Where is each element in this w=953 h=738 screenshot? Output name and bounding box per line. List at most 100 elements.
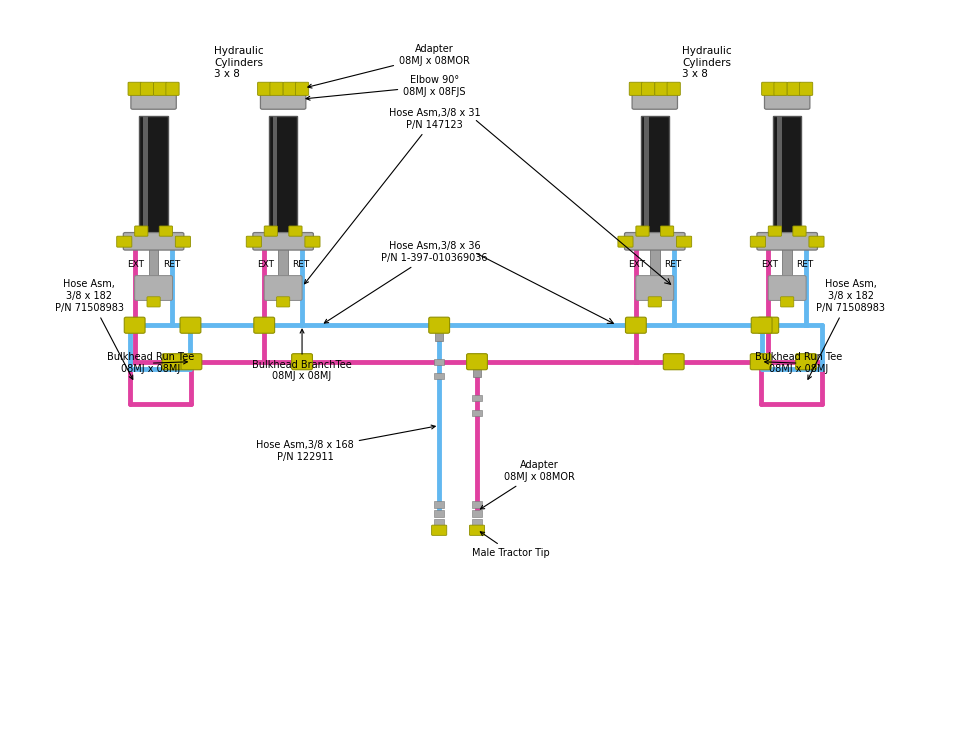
FancyBboxPatch shape <box>295 82 309 95</box>
Text: Elbow 90°
08MJ x 08FJS: Elbow 90° 08MJ x 08FJS <box>306 75 465 100</box>
FancyBboxPatch shape <box>625 317 645 334</box>
FancyBboxPatch shape <box>276 297 290 307</box>
Bar <box>473 368 480 377</box>
Bar <box>472 410 481 415</box>
FancyBboxPatch shape <box>162 354 183 370</box>
FancyBboxPatch shape <box>636 275 673 300</box>
Text: Bulkhead BranchTee
08MJ x 08MJ: Bulkhead BranchTee 08MJ x 08MJ <box>252 329 352 382</box>
FancyBboxPatch shape <box>175 236 191 247</box>
FancyBboxPatch shape <box>270 82 283 95</box>
FancyBboxPatch shape <box>153 82 167 95</box>
Bar <box>472 501 481 508</box>
FancyBboxPatch shape <box>123 232 184 250</box>
Text: EXT: EXT <box>760 260 777 269</box>
Text: Male Tractor Tip: Male Tractor Tip <box>472 532 549 558</box>
FancyBboxPatch shape <box>659 226 673 236</box>
FancyBboxPatch shape <box>292 354 313 370</box>
FancyBboxPatch shape <box>786 82 800 95</box>
FancyBboxPatch shape <box>624 232 684 250</box>
FancyBboxPatch shape <box>632 90 677 109</box>
FancyBboxPatch shape <box>757 317 778 334</box>
Bar <box>434 373 443 379</box>
FancyBboxPatch shape <box>147 297 160 307</box>
FancyBboxPatch shape <box>134 226 148 236</box>
Bar <box>772 116 801 244</box>
FancyBboxPatch shape <box>763 90 809 109</box>
Text: Hose Asm,3/8 x 36
P/N 1-397-010369036: Hose Asm,3/8 x 36 P/N 1-397-010369036 <box>324 241 487 323</box>
FancyBboxPatch shape <box>428 317 449 334</box>
FancyBboxPatch shape <box>767 275 805 300</box>
Text: Hose Asm,
3/8 x 182
P/N 71508983: Hose Asm, 3/8 x 182 P/N 71508983 <box>54 280 132 379</box>
Text: Adapter
08MJ x 08MOR: Adapter 08MJ x 08MOR <box>480 461 575 509</box>
FancyBboxPatch shape <box>662 354 683 370</box>
Text: Hose Asm,
3/8 x 182
P/N 71508983: Hose Asm, 3/8 x 182 P/N 71508983 <box>807 280 884 379</box>
Text: Hose Asm,3/8 x 168
P/N 122911: Hose Asm,3/8 x 168 P/N 122911 <box>255 425 435 461</box>
FancyBboxPatch shape <box>283 82 296 95</box>
FancyBboxPatch shape <box>140 82 153 95</box>
FancyBboxPatch shape <box>773 82 786 95</box>
FancyBboxPatch shape <box>124 317 145 334</box>
FancyBboxPatch shape <box>795 354 816 370</box>
Bar <box>472 519 481 526</box>
FancyBboxPatch shape <box>469 525 484 535</box>
FancyBboxPatch shape <box>640 82 654 95</box>
FancyBboxPatch shape <box>134 275 172 300</box>
Bar <box>278 244 288 277</box>
Bar <box>472 510 481 517</box>
Text: EXT: EXT <box>628 260 644 269</box>
FancyBboxPatch shape <box>760 82 774 95</box>
Bar <box>434 359 443 365</box>
FancyBboxPatch shape <box>808 236 823 247</box>
Bar <box>273 116 277 244</box>
FancyBboxPatch shape <box>166 82 179 95</box>
Text: Adapter
08MJ x 08MOR: Adapter 08MJ x 08MOR <box>308 44 470 88</box>
FancyBboxPatch shape <box>749 354 770 370</box>
FancyBboxPatch shape <box>289 226 302 236</box>
FancyBboxPatch shape <box>260 90 306 109</box>
Text: Bulkhead Run Tee
08MJ x 08MJ: Bulkhead Run Tee 08MJ x 08MJ <box>107 352 194 374</box>
FancyBboxPatch shape <box>629 82 641 95</box>
Text: Hydraulic
Cylinders
3 x 8: Hydraulic Cylinders 3 x 8 <box>681 46 731 79</box>
Text: Hose Asm,3/8 x 31
P/N 147123: Hose Asm,3/8 x 31 P/N 147123 <box>304 108 479 283</box>
Bar <box>649 244 659 277</box>
FancyBboxPatch shape <box>246 236 261 247</box>
FancyBboxPatch shape <box>116 236 132 247</box>
FancyBboxPatch shape <box>131 90 176 109</box>
FancyBboxPatch shape <box>666 82 679 95</box>
FancyBboxPatch shape <box>257 82 271 95</box>
FancyBboxPatch shape <box>159 226 172 236</box>
FancyBboxPatch shape <box>647 297 660 307</box>
Bar <box>139 116 168 244</box>
Bar <box>776 116 781 244</box>
FancyBboxPatch shape <box>676 236 691 247</box>
Text: Bulkhead Run Tee
08MJ x 08MJ: Bulkhead Run Tee 08MJ x 08MJ <box>754 352 841 374</box>
Bar <box>143 116 148 244</box>
Bar <box>434 519 443 526</box>
FancyBboxPatch shape <box>767 226 781 236</box>
FancyBboxPatch shape <box>636 226 648 236</box>
FancyBboxPatch shape <box>253 317 274 334</box>
FancyBboxPatch shape <box>253 232 314 250</box>
FancyBboxPatch shape <box>756 232 817 250</box>
Text: EXT: EXT <box>256 260 274 269</box>
FancyBboxPatch shape <box>799 82 812 95</box>
FancyBboxPatch shape <box>792 226 805 236</box>
Bar <box>434 501 443 508</box>
Text: RET: RET <box>663 260 680 269</box>
Bar <box>435 331 442 340</box>
Text: EXT: EXT <box>127 260 144 269</box>
FancyBboxPatch shape <box>180 317 201 334</box>
FancyBboxPatch shape <box>305 236 319 247</box>
Bar <box>639 116 668 244</box>
Text: RET: RET <box>293 260 310 269</box>
Bar <box>643 116 648 244</box>
Bar <box>434 510 443 517</box>
FancyBboxPatch shape <box>264 226 277 236</box>
FancyBboxPatch shape <box>181 354 202 370</box>
Bar <box>781 244 791 277</box>
FancyBboxPatch shape <box>128 82 141 95</box>
Bar <box>472 396 481 401</box>
FancyBboxPatch shape <box>749 236 764 247</box>
Text: RET: RET <box>163 260 180 269</box>
FancyBboxPatch shape <box>654 82 667 95</box>
